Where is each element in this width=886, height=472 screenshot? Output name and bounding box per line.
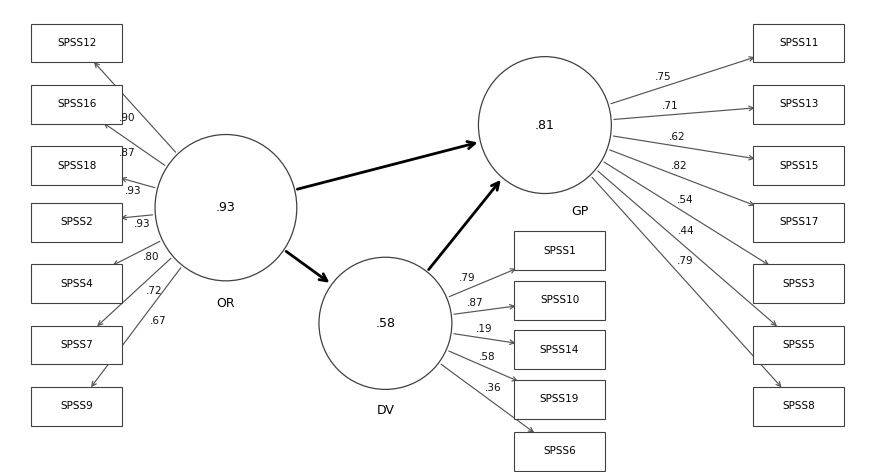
Text: .58: .58 (479, 352, 496, 362)
Text: SPSS4: SPSS4 (60, 278, 93, 289)
Text: .36: .36 (485, 383, 501, 393)
Text: .75: .75 (655, 72, 671, 82)
Text: .93: .93 (125, 186, 142, 196)
Text: SPSS13: SPSS13 (779, 99, 819, 110)
Text: .90: .90 (119, 113, 136, 123)
Text: SPSS14: SPSS14 (540, 345, 579, 355)
Text: OR: OR (216, 297, 236, 311)
Text: SPSS7: SPSS7 (60, 340, 93, 350)
FancyBboxPatch shape (514, 231, 605, 270)
FancyBboxPatch shape (514, 380, 605, 419)
FancyBboxPatch shape (514, 281, 605, 320)
Ellipse shape (155, 135, 297, 281)
FancyBboxPatch shape (514, 432, 605, 471)
Text: .81: .81 (535, 118, 555, 132)
Text: .82: .82 (672, 161, 688, 171)
Text: .80: .80 (144, 253, 159, 262)
Text: .71: .71 (662, 101, 679, 111)
Text: SPSS8: SPSS8 (782, 401, 815, 412)
Text: SPSS10: SPSS10 (540, 295, 579, 305)
Text: DV: DV (377, 404, 394, 417)
Text: SPSS9: SPSS9 (60, 401, 93, 412)
Text: SPSS6: SPSS6 (543, 446, 576, 456)
Text: .58: .58 (376, 317, 395, 330)
Text: .67: .67 (150, 316, 167, 326)
Text: SPSS1: SPSS1 (543, 245, 576, 256)
Text: SPSS19: SPSS19 (540, 394, 579, 405)
Text: .79: .79 (678, 256, 694, 267)
FancyBboxPatch shape (31, 326, 122, 364)
Text: SPSS16: SPSS16 (57, 99, 97, 110)
Text: SPSS2: SPSS2 (60, 217, 93, 228)
Text: .93: .93 (216, 201, 236, 214)
FancyBboxPatch shape (753, 24, 844, 62)
Text: SPSS5: SPSS5 (782, 340, 815, 350)
Ellipse shape (319, 257, 452, 389)
Text: .79: .79 (459, 273, 476, 283)
Text: .54: .54 (677, 194, 694, 205)
Text: .87: .87 (119, 148, 135, 158)
Text: .87: .87 (467, 297, 484, 308)
FancyBboxPatch shape (753, 387, 844, 426)
FancyBboxPatch shape (31, 24, 122, 62)
Text: .44: .44 (678, 227, 695, 236)
FancyBboxPatch shape (514, 330, 605, 369)
FancyBboxPatch shape (31, 203, 122, 242)
FancyBboxPatch shape (753, 326, 844, 364)
FancyBboxPatch shape (31, 264, 122, 303)
FancyBboxPatch shape (31, 146, 122, 185)
Text: .62: .62 (669, 132, 685, 143)
Text: SPSS18: SPSS18 (57, 160, 97, 171)
Text: .93: .93 (134, 219, 151, 229)
Text: SPSS3: SPSS3 (782, 278, 815, 289)
Text: SPSS17: SPSS17 (779, 217, 819, 228)
Text: SPSS12: SPSS12 (57, 38, 97, 48)
FancyBboxPatch shape (31, 85, 122, 124)
FancyBboxPatch shape (753, 146, 844, 185)
FancyBboxPatch shape (753, 264, 844, 303)
Text: SPSS15: SPSS15 (779, 160, 819, 171)
FancyBboxPatch shape (753, 203, 844, 242)
Text: SPSS11: SPSS11 (779, 38, 819, 48)
Ellipse shape (478, 57, 611, 194)
Text: .19: .19 (476, 324, 492, 334)
FancyBboxPatch shape (753, 85, 844, 124)
FancyBboxPatch shape (31, 387, 122, 426)
Text: GP: GP (571, 205, 589, 219)
Text: .72: .72 (146, 286, 162, 296)
